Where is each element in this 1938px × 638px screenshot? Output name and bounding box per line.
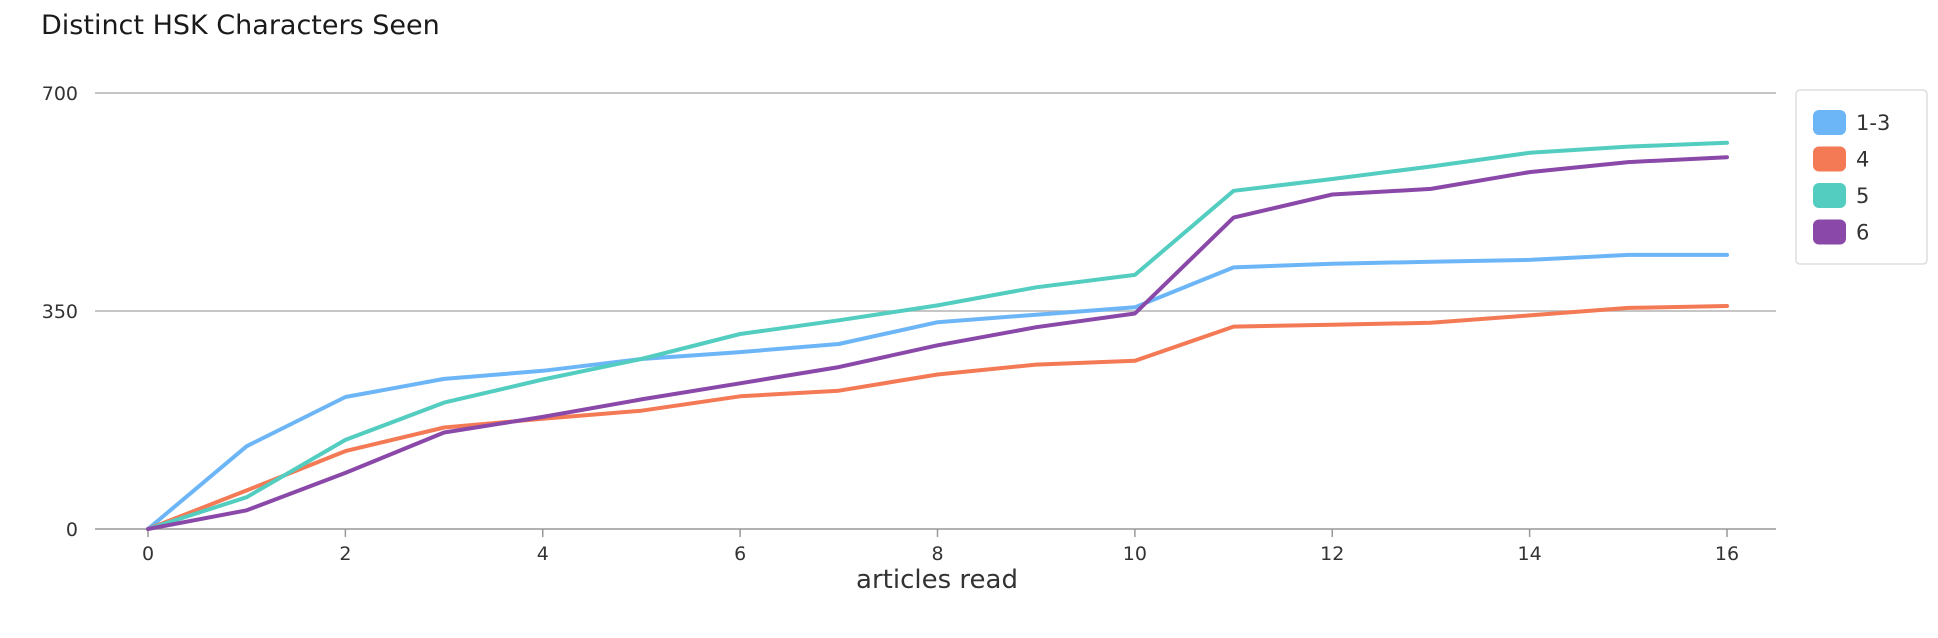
series-line-4 [146, 304, 1729, 531]
x-tick-label: 8 [931, 543, 943, 565]
series-lines [146, 140, 1729, 531]
x-tick-label: 16 [1715, 543, 1739, 565]
legend-swatch [1813, 183, 1846, 208]
x-tick-label: 6 [734, 543, 746, 565]
legend-label: 5 [1856, 184, 1869, 208]
legend-swatch [1813, 146, 1846, 172]
x-tick-label: 2 [339, 543, 351, 565]
series-line-5 [146, 140, 1729, 531]
legend-label: 4 [1856, 148, 1869, 172]
series-line-6 [146, 155, 1729, 531]
x-tick-label: 12 [1320, 543, 1344, 565]
grid-lines [95, 92, 1776, 537]
x-tick-label: 14 [1518, 543, 1542, 565]
legend-swatch [1813, 219, 1846, 245]
x-axis-tick-labels: 0 2 4 6 8 10 12 14 16 [142, 543, 1739, 565]
legend-label: 6 [1856, 221, 1869, 245]
legend-label: 1-3 [1856, 111, 1890, 135]
x-tick-label: 4 [537, 543, 549, 565]
y-tick-label: 700 [42, 83, 78, 105]
y-axis-tick-labels: 0 350 700 [42, 83, 78, 541]
x-tick-label: 10 [1123, 543, 1147, 565]
y-tick-label: 0 [66, 519, 78, 541]
series-line-1-3 [146, 252, 1729, 531]
y-tick-label: 350 [42, 301, 78, 323]
legend: 1-3 4 5 6 [1795, 89, 1928, 265]
x-axis-label: articles read [856, 565, 1018, 595]
chart-title: Distinct HSK Characters Seen [41, 10, 440, 41]
legend-swatch [1813, 110, 1846, 135]
x-tick-label: 0 [142, 543, 154, 565]
